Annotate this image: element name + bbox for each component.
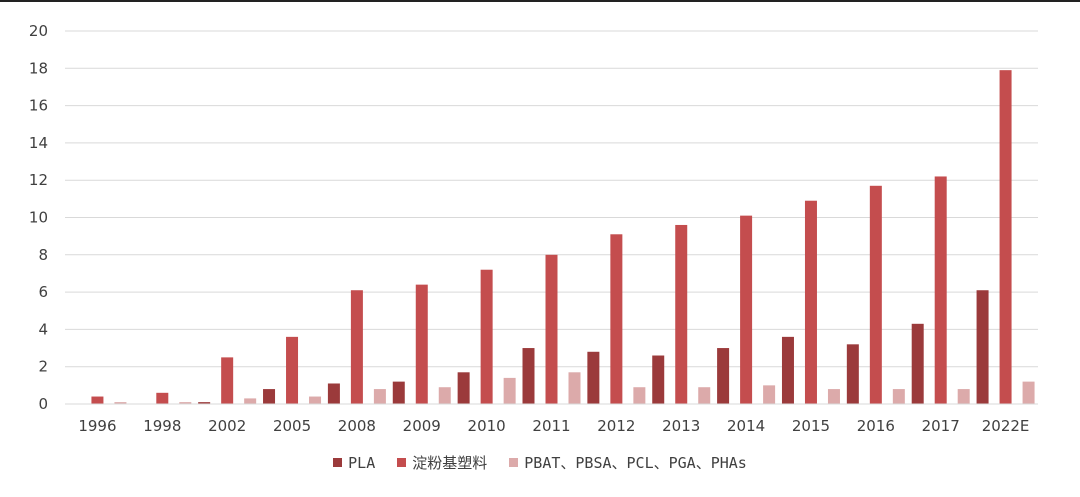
y-tick-label: 16 bbox=[29, 97, 48, 115]
bar-pla bbox=[392, 381, 405, 404]
legend-swatch-starch bbox=[397, 458, 407, 467]
bar-starch bbox=[286, 336, 299, 404]
legend-label-others: PBAT、PBSA、PCL、PGA、PHAs bbox=[524, 454, 747, 472]
legend-item-starch: 淀粉基塑料 bbox=[397, 452, 487, 473]
bar-starch bbox=[610, 234, 623, 404]
x-tick-label: 2008 bbox=[338, 417, 376, 435]
bar-others bbox=[568, 372, 581, 404]
bar-starch bbox=[934, 176, 947, 404]
x-tick-label: 2022E bbox=[982, 417, 1030, 435]
legend-swatch-pla bbox=[333, 458, 343, 467]
bar-pla bbox=[781, 336, 794, 404]
bar-others bbox=[438, 387, 451, 404]
y-tick-label: 6 bbox=[38, 283, 48, 301]
bar-others bbox=[892, 389, 905, 404]
y-tick-label: 4 bbox=[38, 320, 48, 338]
top-border bbox=[0, 0, 1080, 2]
x-tick-label: 2005 bbox=[273, 417, 311, 435]
bar-others bbox=[244, 398, 257, 404]
bars bbox=[91, 70, 1035, 404]
x-tick-label: 1996 bbox=[78, 417, 116, 435]
bar-chart: 0 2 4 6 8 10 12 14 16 18 20 1996 1998 2002 2005 2008 20… bbox=[29, 22, 1038, 435]
bar-starch bbox=[869, 185, 882, 404]
x-tick-label: 2009 bbox=[403, 417, 441, 435]
x-tick-label: 2010 bbox=[468, 417, 506, 435]
x-tick-label: 2015 bbox=[792, 417, 830, 435]
x-tick-label: 2002 bbox=[208, 417, 246, 435]
bar-pla bbox=[652, 355, 665, 404]
bar-starch bbox=[804, 200, 817, 404]
bar-pla bbox=[846, 344, 859, 404]
y-tick-label: 14 bbox=[29, 134, 48, 152]
y-tick-label: 0 bbox=[38, 395, 48, 413]
x-tick-label: 2011 bbox=[532, 417, 570, 435]
x-tick-label: 2016 bbox=[857, 417, 895, 435]
x-tick-label: 2013 bbox=[662, 417, 700, 435]
x-axis-ticks: 1996 1998 2002 2005 2008 2009 2010 2011 2012 2013… bbox=[78, 417, 1029, 435]
y-axis-ticks: 0 2 4 6 8 10 12 14 16 18 20 bbox=[29, 22, 48, 413]
legend: PLA 淀粉基塑料 PBAT、PBSA、PCL、PGA、PHAs bbox=[0, 452, 1080, 473]
bar-others bbox=[373, 389, 386, 404]
bar-others bbox=[179, 402, 192, 404]
bar-others bbox=[114, 402, 127, 404]
bar-starch bbox=[999, 70, 1012, 404]
legend-item-pla: PLA bbox=[333, 454, 375, 472]
bar-others bbox=[698, 387, 711, 404]
bar-starch bbox=[221, 357, 234, 404]
x-tick-label: 1998 bbox=[143, 417, 181, 435]
y-tick-label: 2 bbox=[38, 358, 48, 376]
bar-pla bbox=[717, 348, 730, 404]
y-tick-label: 20 bbox=[29, 22, 48, 40]
x-tick-label: 2012 bbox=[597, 417, 635, 435]
bar-others bbox=[827, 389, 840, 404]
bar-others bbox=[763, 385, 776, 404]
x-tick-label: 2014 bbox=[727, 417, 765, 435]
y-tick-label: 8 bbox=[38, 246, 48, 264]
bar-pla bbox=[587, 351, 600, 404]
legend-item-others: PBAT、PBSA、PCL、PGA、PHAs bbox=[509, 452, 747, 473]
y-tick-label: 12 bbox=[29, 171, 48, 189]
bar-starch bbox=[350, 290, 363, 404]
legend-swatch-others bbox=[509, 458, 519, 467]
bar-pla bbox=[327, 383, 340, 404]
bar-pla bbox=[976, 290, 989, 404]
x-tick-label: 2017 bbox=[922, 417, 960, 435]
bar-starch bbox=[740, 215, 753, 404]
bar-others bbox=[957, 389, 970, 404]
y-tick-label: 18 bbox=[29, 59, 48, 77]
bar-others bbox=[503, 377, 516, 404]
bar-pla bbox=[263, 389, 276, 404]
bar-others bbox=[309, 396, 322, 404]
bar-others bbox=[633, 387, 646, 404]
bar-pla bbox=[522, 348, 535, 404]
bar-starch bbox=[91, 396, 104, 404]
legend-label-pla: PLA bbox=[348, 453, 376, 472]
bar-starch bbox=[156, 392, 169, 404]
bar-pla bbox=[457, 372, 470, 404]
legend-label-starch: 淀粉基塑料 bbox=[412, 454, 488, 472]
bar-pla bbox=[911, 323, 924, 404]
bar-starch bbox=[415, 284, 428, 404]
y-tick-label: 10 bbox=[29, 209, 48, 227]
bar-starch bbox=[480, 269, 493, 404]
bar-pla bbox=[198, 402, 211, 404]
bar-others bbox=[1022, 381, 1035, 404]
bar-starch bbox=[545, 254, 558, 404]
bar-starch bbox=[675, 224, 688, 404]
